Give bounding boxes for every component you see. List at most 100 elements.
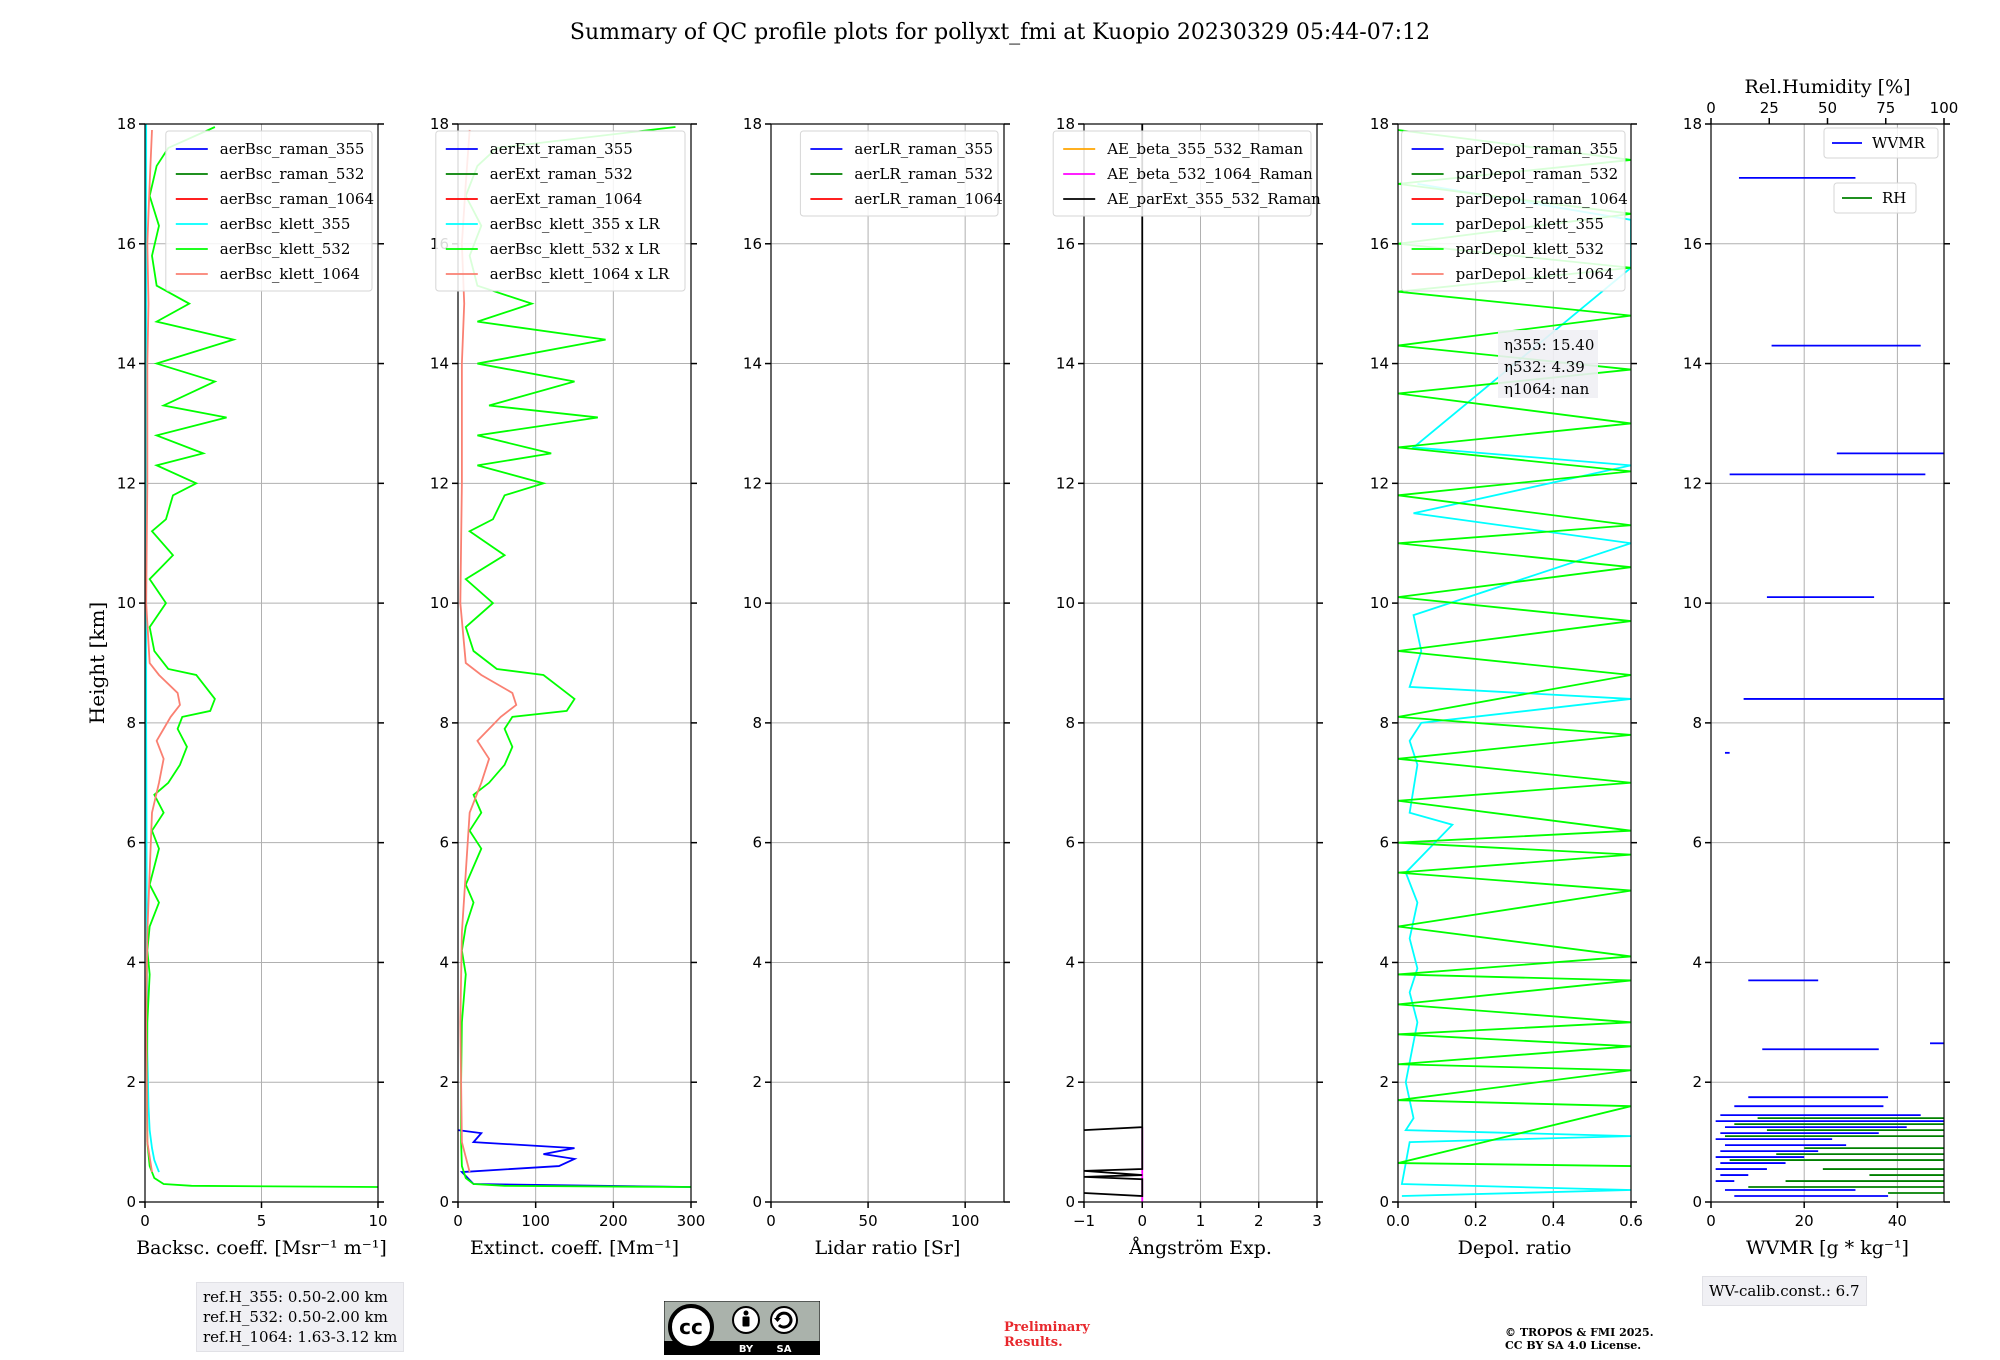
xtick-label: 300 [677, 1212, 706, 1230]
panel-5: 0 2 4 6 8 10 12 14 16 18 0.0 0.2 0.4 0.6 Depol. ratio p… [1370, 115, 1643, 1259]
legend: aerLR_raman_355 aerLR_raman_532 aerLR_rama… [799, 130, 1003, 217]
wv-calib-box: WV-calib.const.: 6.7 [1702, 1276, 1867, 1306]
ytick-label: 12 [1683, 474, 1702, 492]
legend-label: aerBsc_raman_355 [220, 140, 365, 158]
x-axis-label: WVMR [g * kg⁻¹] [1746, 1237, 1909, 1259]
ytick-label: 12 [117, 474, 136, 492]
cc-license-badge: cc BY SA [664, 1301, 820, 1355]
ytick-label: 10 [1056, 594, 1075, 612]
ytick-label: 10 [1683, 594, 1702, 612]
legend: aerExt_raman_355 aerExt_raman_532 aerExt_r… [435, 130, 686, 292]
plot-frame [1710, 123, 1945, 1203]
xtick-label: 0 [1137, 1212, 1147, 1230]
series-group [458, 126, 691, 1188]
legend-label: aerBsc_klett_532 [220, 240, 351, 258]
legend-label: parDepol_raman_355 [1456, 140, 1619, 158]
ytick-label: 18 [1370, 115, 1389, 133]
ytick-label: 8 [752, 714, 762, 732]
ytick-label: 16 [743, 235, 762, 253]
legend-label: AE_parExt_355_532_Raman [1106, 190, 1321, 208]
plot-frame [770, 123, 1005, 1203]
legend: parDepol_raman_355 parDepol_raman_532 parD… [1401, 130, 1628, 292]
legend-label: parDepol_raman_1064 [1456, 190, 1628, 208]
top-axis-label: Rel.Humidity [%] [1744, 76, 1910, 98]
series-line-AE_parExt_355_532_Raman [1084, 124, 1144, 1197]
legend: aerBsc_raman_355 aerBsc_raman_532 aerBsc_r… [165, 130, 374, 292]
legend-label: AE_beta_355_532_Raman [1106, 140, 1303, 158]
ytick-label: 16 [1370, 235, 1389, 253]
ytick-label: 0 [126, 1193, 136, 1211]
ytick-label: 0 [1065, 1193, 1075, 1211]
copyright-line-2: CC BY SA 4.0 License. [1505, 1339, 1642, 1352]
ytick-label: 4 [1065, 953, 1075, 971]
legend-label: parDepol_raman_532 [1456, 165, 1619, 183]
xtick-label: 0 [1706, 1212, 1716, 1230]
x-axis-label: Ångström Exp. [1128, 1237, 1272, 1259]
xtick-label: 50 [859, 1212, 878, 1230]
ytick-label: 8 [1065, 714, 1075, 732]
legend-label: aerExt_raman_355 [490, 140, 633, 158]
ytick-label: 0 [1379, 1193, 1389, 1211]
legend: AE_beta_355_532_Raman AE_beta_532_1064_Ra… [1052, 130, 1321, 217]
ytick-label: 2 [1379, 1073, 1389, 1091]
ytick-label: 2 [752, 1073, 762, 1091]
ref-height-355: ref.H_355: 0.50-2.00 km [203, 1288, 388, 1306]
series-line-aerExt_raman_355 [458, 1129, 691, 1188]
ytick-label: 10 [743, 594, 762, 612]
ytick-label: 18 [430, 115, 449, 133]
ytick-label: 14 [117, 355, 136, 373]
x-axis-label: Backsc. coeff. [Msr⁻¹ m⁻¹] [136, 1237, 387, 1259]
legend-label: aerBsc_raman_1064 [220, 190, 374, 208]
ytick-label: 2 [1692, 1073, 1702, 1091]
wv-calib-text: WV-calib.const.: 6.7 [1709, 1282, 1860, 1300]
eta-label: η1064: nan [1504, 380, 1590, 398]
y-axis-label: Height [km] [85, 602, 109, 724]
top-xtick-label: 25 [1760, 99, 1779, 117]
legend-label: aerLR_raman_355 [854, 140, 993, 158]
top-xtick-label: 50 [1818, 99, 1837, 117]
ytick-label: 10 [117, 594, 136, 612]
x-axis-label: Lidar ratio [Sr] [815, 1237, 961, 1259]
plot-frame [457, 123, 692, 1203]
cc-logo-text: cc [679, 1315, 703, 1339]
ytick-label: 2 [439, 1073, 449, 1091]
xtick-label: 10 [368, 1212, 387, 1230]
series-line-aerBsc_klett_1064 [145, 129, 181, 1173]
legend-label: aerBsc_klett_1064 [220, 265, 360, 283]
xtick-label: 0.6 [1619, 1212, 1643, 1230]
xtick-label: 0 [766, 1212, 776, 1230]
ytick-label: 14 [430, 355, 449, 373]
panel-1: 0 2 4 6 8 10 12 14 16 18 0 5 10 Backsc. coeff. [Msr⁻¹… [117, 115, 388, 1259]
legend-label: aerBsc_klett_355 [220, 215, 351, 233]
page-title: Summary of QC profile plots for pollyxt_… [569, 20, 1431, 45]
ytick-label: 12 [1370, 474, 1389, 492]
ytick-label: 6 [752, 834, 762, 852]
legend-RH: RH [1833, 182, 1917, 214]
xtick-label: 0.2 [1464, 1212, 1488, 1230]
xtick-label: 5 [257, 1212, 267, 1230]
ytick-label: 18 [117, 115, 136, 133]
legend-label: parDepol_klett_1064 [1456, 265, 1614, 283]
person-icon [732, 1306, 760, 1334]
ytick-label: 10 [430, 594, 449, 612]
xtick-label: 0 [453, 1212, 463, 1230]
xtick-label: 20 [1795, 1212, 1814, 1230]
sa-label: SA [777, 1344, 792, 1355]
share-alike-icon [770, 1306, 798, 1334]
cc-logo-icon [668, 1304, 714, 1350]
x-axis-label: Extinct. coeff. [Mm⁻¹] [470, 1237, 679, 1259]
xtick-label: 0 [140, 1212, 150, 1230]
xtick-label: 3 [1312, 1212, 1322, 1230]
legend-label: aerBsc_klett_532 x LR [490, 240, 661, 258]
xtick-label: 2 [1254, 1212, 1264, 1230]
ytick-label: 14 [743, 355, 762, 373]
ytick-label: 18 [743, 115, 762, 133]
ytick-label: 6 [1065, 834, 1075, 852]
series-line-parDepol_klett_355 [1400, 183, 1631, 1197]
ytick-label: 6 [1692, 834, 1702, 852]
legend-label: parDepol_klett_355 [1456, 215, 1605, 233]
series-group [1715, 176, 1944, 1197]
